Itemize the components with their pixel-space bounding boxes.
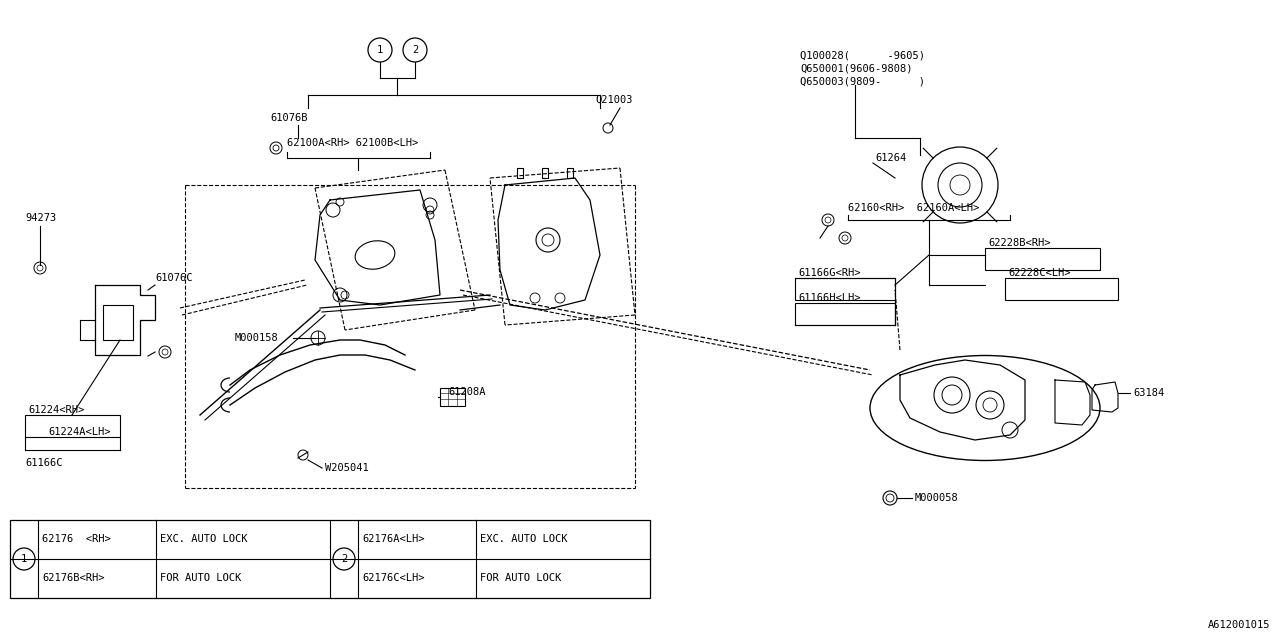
- Text: 62176A<LH>: 62176A<LH>: [362, 534, 425, 544]
- Text: 61166H<LH>: 61166H<LH>: [797, 293, 860, 303]
- Text: 2: 2: [340, 554, 347, 564]
- Text: 61166C: 61166C: [26, 458, 63, 468]
- Bar: [795, 303, 895, 325]
- Bar: [26, 415, 120, 437]
- Text: 63184: 63184: [1133, 388, 1165, 398]
- Bar: [10, 520, 650, 598]
- Text: 1: 1: [376, 45, 383, 55]
- Text: Q650001(9606-9808): Q650001(9606-9808): [800, 63, 913, 73]
- Text: 62100A<RH> 62100B<LH>: 62100A<RH> 62100B<LH>: [287, 138, 419, 148]
- Bar: [795, 278, 895, 300]
- Bar: [440, 388, 465, 406]
- Text: Q100028(      -9605): Q100028( -9605): [800, 50, 925, 60]
- Bar: [986, 248, 1100, 270]
- Text: 61076C: 61076C: [155, 273, 192, 283]
- Bar: [102, 305, 133, 340]
- Text: 2: 2: [412, 45, 419, 55]
- Text: 62228C<LH>: 62228C<LH>: [1009, 268, 1070, 278]
- Text: EXC. AUTO LOCK: EXC. AUTO LOCK: [480, 534, 567, 544]
- Text: 62160<RH>  62160A<LH>: 62160<RH> 62160A<LH>: [849, 203, 979, 213]
- Text: A612001015: A612001015: [1207, 620, 1270, 630]
- Text: 61208A: 61208A: [448, 387, 485, 397]
- Text: 62176C<LH>: 62176C<LH>: [362, 573, 425, 583]
- Text: Q650003(9809-      ): Q650003(9809- ): [800, 76, 925, 86]
- Text: W205041: W205041: [325, 463, 369, 473]
- Text: M000058: M000058: [915, 493, 959, 503]
- Bar: [1005, 278, 1117, 300]
- Text: M000158: M000158: [236, 333, 279, 343]
- Text: 61264: 61264: [876, 153, 906, 163]
- Text: 1: 1: [20, 554, 27, 564]
- Text: 94273: 94273: [26, 213, 56, 223]
- Text: Q21003: Q21003: [595, 95, 632, 105]
- Text: 61166G<RH>: 61166G<RH>: [797, 268, 860, 278]
- Text: 62228B<RH>: 62228B<RH>: [988, 238, 1051, 248]
- Text: EXC. AUTO LOCK: EXC. AUTO LOCK: [160, 534, 247, 544]
- Text: 61224A<LH>: 61224A<LH>: [49, 427, 110, 437]
- Text: FOR AUTO LOCK: FOR AUTO LOCK: [480, 573, 561, 583]
- Text: 61076B: 61076B: [270, 113, 307, 123]
- Text: FOR AUTO LOCK: FOR AUTO LOCK: [160, 573, 241, 583]
- Text: 61224<RH>: 61224<RH>: [28, 405, 84, 415]
- Text: 62176  <RH>: 62176 <RH>: [42, 534, 111, 544]
- Text: 62176B<RH>: 62176B<RH>: [42, 573, 105, 583]
